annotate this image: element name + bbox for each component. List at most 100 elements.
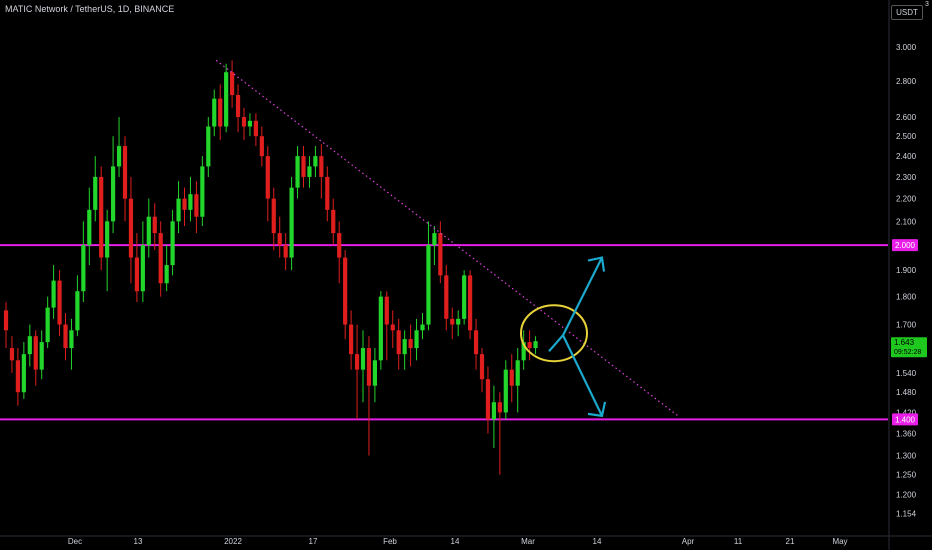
- candle-body: [301, 156, 306, 177]
- candle-body: [432, 233, 437, 246]
- candle-body: [3, 310, 9, 331]
- candle-body: [188, 194, 193, 210]
- time-tick-label: Dec: [68, 537, 82, 546]
- candle-body: [420, 324, 425, 331]
- candle-body: [515, 360, 520, 386]
- currency-tag[interactable]: USDT: [891, 5, 923, 20]
- candle-body: [479, 354, 485, 380]
- highlight-circle[interactable]: [520, 304, 588, 363]
- candle-body: [354, 354, 360, 370]
- time-tick-label: Mar: [521, 537, 535, 546]
- candle-body: [9, 348, 15, 361]
- candle-body: [247, 120, 253, 127]
- price-tick-label: 1.200: [896, 491, 917, 500]
- candle-body: [259, 136, 264, 157]
- candle-body: [134, 257, 139, 292]
- candle-body: [360, 348, 366, 370]
- candle-body: [378, 296, 383, 361]
- bullish-arrow[interactable]: [562, 257, 603, 336]
- time-tick-label: May: [832, 537, 847, 546]
- candle-body: [75, 291, 80, 331]
- price-tick-label: 2.200: [896, 195, 917, 204]
- time-axis[interactable]: Dec 13 2022 17 Feb 14 Mar 14 Apr 11 21 May: [68, 537, 848, 546]
- candle-body: [289, 187, 294, 258]
- candle-body: [15, 360, 20, 393]
- price-tick-label: 1.540: [896, 369, 917, 378]
- last-price-label: 1.643: [894, 338, 915, 347]
- time-tick-label: Feb: [383, 537, 397, 546]
- candle-body: [307, 166, 312, 177]
- candle-body: [319, 156, 324, 177]
- candle-body: [283, 245, 288, 258]
- candle-body: [206, 126, 211, 167]
- candle-body: [218, 98, 223, 127]
- candle-body: [212, 98, 217, 127]
- candle-body: [265, 156, 270, 199]
- price-tick-label: 1.420: [896, 408, 917, 417]
- candle-body: [63, 324, 68, 349]
- level-price-badge: [892, 413, 918, 426]
- candle-body: [456, 318, 461, 325]
- candle-body: [402, 339, 407, 355]
- candle-body: [93, 176, 98, 210]
- time-tick-label: 13: [134, 537, 143, 546]
- price-axis[interactable]: 3.000 2.800 2.600 2.500 2.400 2.300 2.200 2.100…: [896, 43, 917, 519]
- candle-body: [253, 120, 258, 137]
- candle-body: [230, 72, 235, 96]
- candle-body: [331, 209, 336, 234]
- time-tick-label: 17: [309, 537, 318, 546]
- candle-body: [39, 342, 44, 370]
- candle-body: [140, 245, 145, 292]
- candle-body: [462, 275, 467, 319]
- candle-body: [349, 324, 354, 355]
- candle-body: [414, 330, 419, 349]
- candle-body: [182, 198, 187, 210]
- candle-body: [527, 342, 532, 349]
- candle-body: [509, 369, 514, 386]
- price-tick-label: 1.800: [896, 293, 917, 302]
- bearish-arrow-head: [587, 401, 607, 418]
- arrow-start-segment[interactable]: [548, 334, 564, 352]
- candle-body: [313, 156, 318, 167]
- scale-mode-indicator[interactable]: 3: [925, 1, 929, 8]
- candle-body: [366, 348, 372, 386]
- candle-body: [122, 146, 128, 199]
- candle-body: [200, 166, 205, 217]
- price-tick-label: 1.700: [896, 321, 917, 330]
- bullish-arrow-head: [587, 256, 606, 272]
- candle-body: [521, 342, 526, 361]
- price-labels: 2.000 1.400 1.643 09:52:28: [891, 239, 927, 426]
- candle-body: [473, 330, 479, 355]
- time-tick-label: 2022: [224, 537, 242, 546]
- level-price-label: 2.000: [895, 241, 916, 250]
- price-tick-label: 2.500: [896, 132, 917, 141]
- price-tick-label: 1.154: [896, 510, 917, 519]
- last-price-badge: [891, 337, 927, 358]
- candle-body: [426, 245, 431, 325]
- time-tick-label: 14: [593, 537, 602, 546]
- time-tick-label: Apr: [682, 537, 695, 546]
- candle-body: [235, 95, 241, 118]
- candle-body: [99, 176, 104, 258]
- price-tick-label: 1.360: [896, 430, 917, 439]
- candle-body: [325, 176, 330, 210]
- candle-body: [194, 194, 199, 217]
- candlestick-series: [3, 60, 538, 475]
- candle-body: [164, 265, 169, 284]
- candle-body: [176, 198, 181, 222]
- candle-body: [390, 324, 395, 331]
- annotation-drawings[interactable]: [520, 256, 607, 418]
- price-tick-label: 2.800: [896, 77, 917, 86]
- price-tick-label: 2.600: [896, 113, 917, 122]
- candle-body: [384, 296, 389, 325]
- bearish-arrow[interactable]: [562, 334, 603, 417]
- candle-body: [485, 379, 491, 420]
- candle-body: [438, 233, 443, 276]
- candle-body: [146, 216, 151, 246]
- price-tick-label: 3.000: [896, 43, 917, 52]
- horizontal-levels[interactable]: [0, 244, 888, 421]
- candle-body: [372, 360, 377, 386]
- candle-body: [277, 233, 282, 246]
